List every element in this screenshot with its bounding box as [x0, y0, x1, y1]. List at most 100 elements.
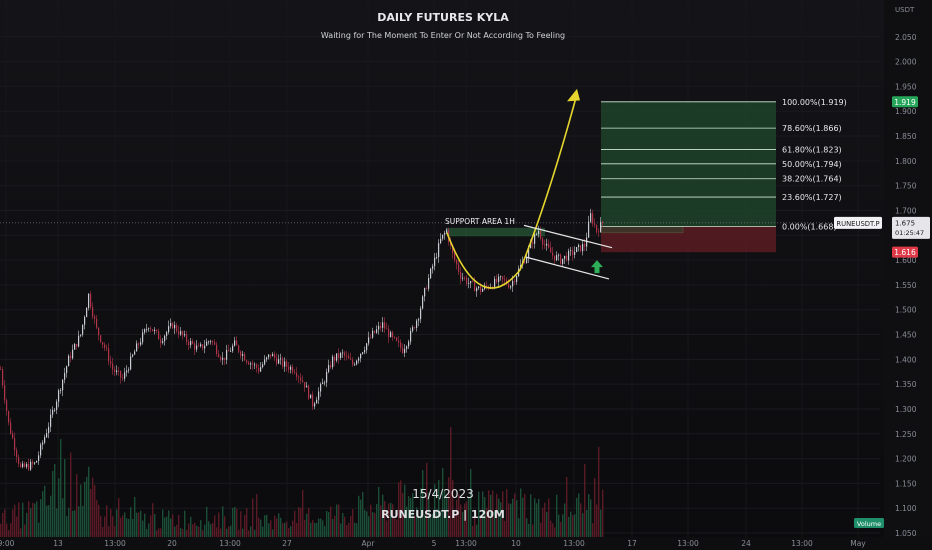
candle-body[interactable]: [98, 327, 100, 336]
candle-body[interactable]: [268, 354, 270, 358]
candle-body[interactable]: [224, 357, 226, 360]
candle-body[interactable]: [114, 369, 116, 372]
candle-body[interactable]: [230, 351, 232, 352]
candle-body[interactable]: [556, 255, 558, 261]
candle-body[interactable]: [592, 213, 594, 224]
candle-body[interactable]: [348, 356, 350, 359]
candle-body[interactable]: [244, 354, 246, 361]
candle-body[interactable]: [178, 331, 180, 335]
candle-body[interactable]: [408, 341, 410, 347]
candle-body[interactable]: [228, 349, 230, 352]
candle-body[interactable]: [596, 224, 598, 232]
candle-body[interactable]: [454, 253, 456, 261]
candle-body[interactable]: [446, 229, 448, 233]
candle-body[interactable]: [372, 330, 374, 338]
candle-body[interactable]: [250, 363, 252, 365]
candle-body[interactable]: [284, 361, 286, 367]
candle-body[interactable]: [468, 283, 470, 284]
candle-body[interactable]: [118, 370, 120, 372]
candle-body[interactable]: [278, 359, 280, 364]
candle-body[interactable]: [80, 334, 82, 336]
candle-body[interactable]: [92, 307, 94, 317]
candle-body[interactable]: [100, 335, 102, 343]
candle-body[interactable]: [164, 335, 166, 342]
candle-body[interactable]: [146, 329, 148, 330]
candle-body[interactable]: [384, 322, 386, 329]
candle-body[interactable]: [220, 357, 222, 360]
candle-body[interactable]: [582, 244, 584, 252]
candle-body[interactable]: [392, 332, 394, 337]
chart-drawings[interactable]: SUPPORT AREA 1H: [445, 88, 613, 289]
candle-body[interactable]: [86, 307, 88, 318]
candle-body[interactable]: [404, 348, 406, 354]
candle-body[interactable]: [216, 344, 218, 354]
candle-body[interactable]: [472, 281, 474, 282]
candle-body[interactable]: [108, 348, 110, 362]
candle-body[interactable]: [64, 372, 66, 380]
candle-body[interactable]: [570, 250, 572, 252]
candle-body[interactable]: [246, 360, 248, 363]
candle-body[interactable]: [56, 401, 58, 410]
candle-body[interactable]: [600, 221, 602, 233]
candle-body[interactable]: [394, 336, 396, 338]
candle-body[interactable]: [12, 433, 14, 439]
candle-body[interactable]: [552, 252, 554, 256]
candle-body[interactable]: [502, 276, 504, 280]
candle-body[interactable]: [14, 438, 16, 451]
candle-body[interactable]: [602, 221, 604, 224]
candle-body[interactable]: [112, 363, 114, 370]
candle-body[interactable]: [96, 318, 98, 328]
candle-body[interactable]: [206, 341, 208, 346]
candle-body[interactable]: [82, 324, 84, 335]
candle-body[interactable]: [326, 371, 328, 383]
candle-body[interactable]: [132, 354, 134, 357]
candle-body[interactable]: [510, 286, 512, 288]
candle-body[interactable]: [426, 288, 428, 289]
candle-body[interactable]: [378, 325, 380, 330]
candle-body[interactable]: [262, 364, 264, 368]
candle-body[interactable]: [328, 365, 330, 372]
candle-body[interactable]: [560, 254, 562, 264]
candle-body[interactable]: [562, 258, 564, 264]
candle-body[interactable]: [72, 349, 74, 359]
candle-body[interactable]: [200, 344, 202, 347]
candle-body[interactable]: [168, 326, 170, 333]
candle-body[interactable]: [540, 230, 542, 239]
candle-body[interactable]: [24, 463, 26, 467]
candle-body[interactable]: [476, 288, 478, 292]
candle-body[interactable]: [584, 244, 586, 247]
candle-body[interactable]: [148, 328, 150, 330]
candle-body[interactable]: [116, 370, 118, 372]
candle-body[interactable]: [210, 341, 212, 342]
candle-body[interactable]: [558, 254, 560, 256]
candle-body[interactable]: [390, 332, 392, 338]
candle-body[interactable]: [192, 341, 194, 344]
candle-body[interactable]: [158, 330, 160, 340]
candle-body[interactable]: [344, 352, 346, 356]
candle-body[interactable]: [424, 288, 426, 297]
candle-body[interactable]: [212, 341, 214, 343]
candle-body[interactable]: [138, 343, 140, 345]
candle-body[interactable]: [470, 281, 472, 284]
candle-body[interactable]: [346, 355, 348, 357]
candle-body[interactable]: [464, 277, 466, 279]
candle-body[interactable]: [442, 234, 444, 239]
candle-body[interactable]: [144, 329, 146, 333]
candle-body[interactable]: [466, 277, 468, 284]
candle-body[interactable]: [576, 247, 578, 253]
candle-body[interactable]: [8, 410, 10, 423]
candle-body[interactable]: [240, 351, 242, 356]
candle-body[interactable]: [190, 341, 192, 346]
candle-body[interactable]: [198, 345, 200, 347]
candle-body[interactable]: [10, 422, 12, 434]
candle-body[interactable]: [254, 364, 256, 366]
candle-body[interactable]: [264, 359, 266, 365]
candle-body[interactable]: [482, 288, 484, 292]
candle-body[interactable]: [526, 257, 528, 264]
candle-body[interactable]: [62, 379, 64, 391]
candle-body[interactable]: [298, 376, 300, 378]
candle-body[interactable]: [362, 352, 364, 354]
candle-body[interactable]: [350, 358, 352, 360]
candle-body[interactable]: [110, 361, 112, 364]
candle-body[interactable]: [544, 244, 546, 246]
